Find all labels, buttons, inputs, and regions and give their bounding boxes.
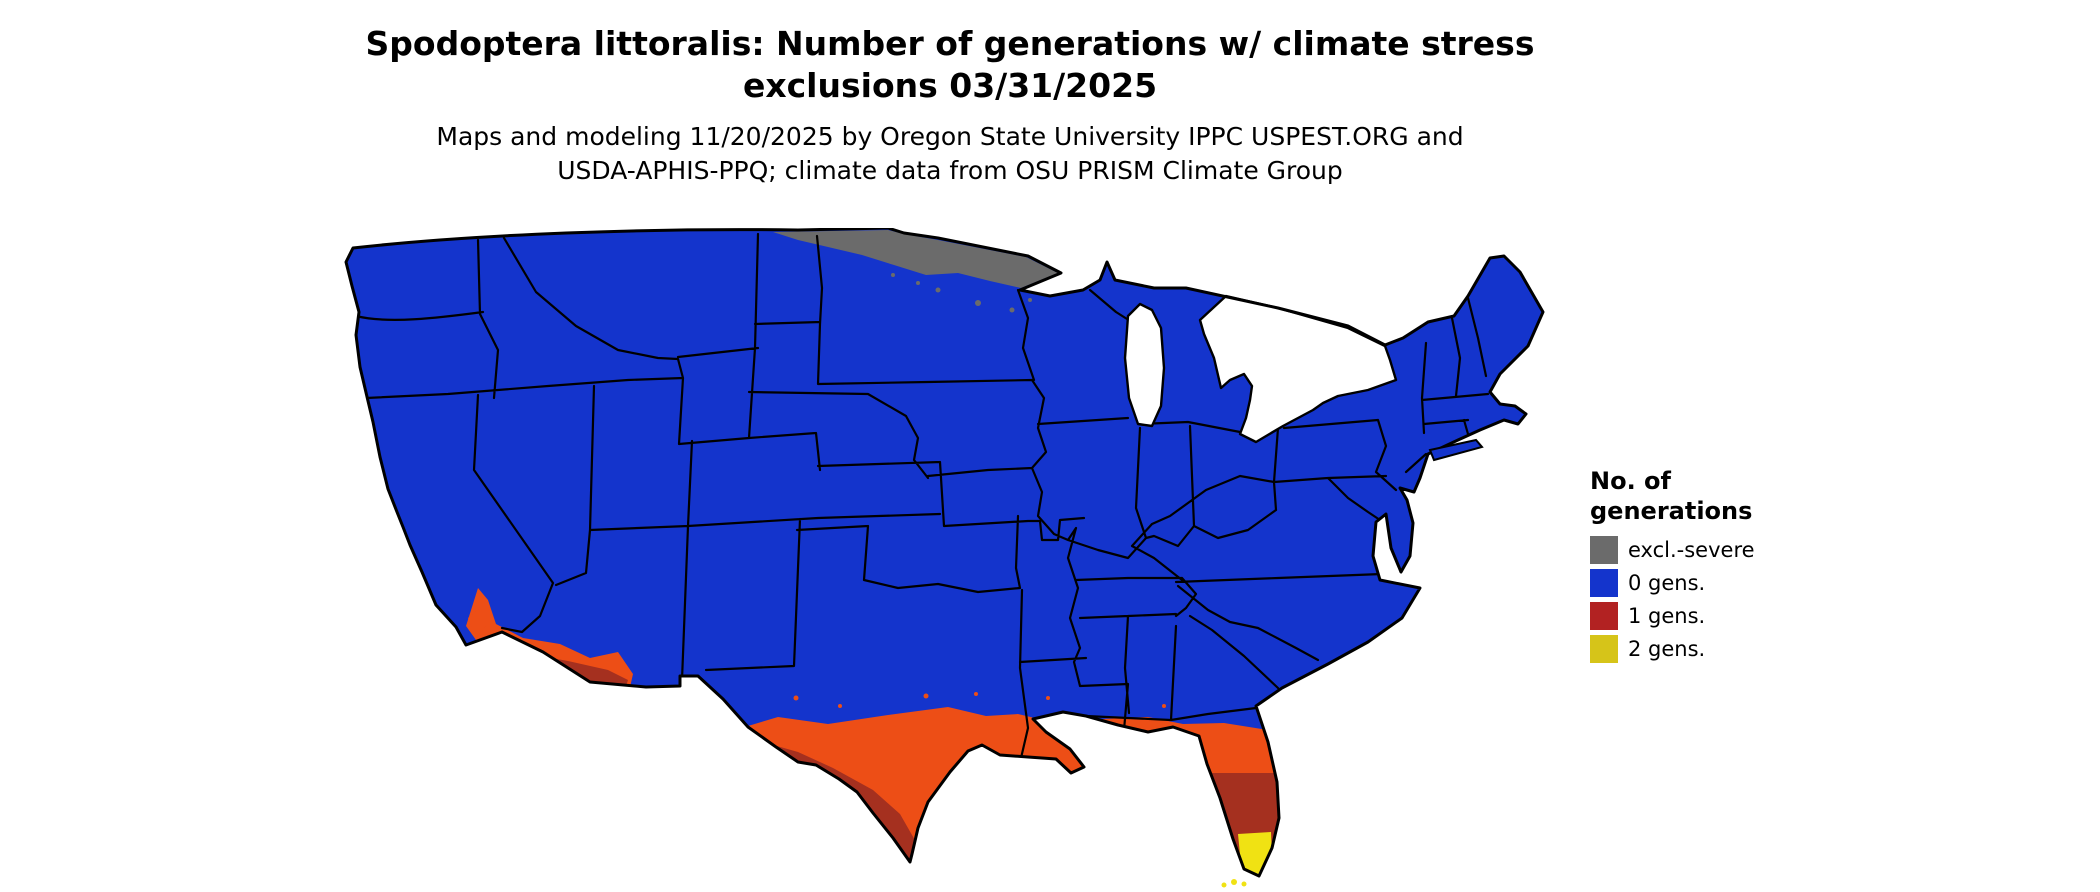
one-generation-core-florida — [1200, 773, 1279, 876]
legend-item-label: 0 gens. — [1628, 571, 1706, 595]
one-generation-region-imperial — [468, 608, 486, 638]
legend-items: excl.-severe 0 gens. 1 gens. — [1590, 536, 1850, 663]
legend-item: 1 gens. — [1590, 602, 1850, 630]
long-island — [1428, 438, 1484, 462]
legend-title-line1: No. of — [1590, 467, 1671, 495]
severe-exclusion-speckles — [891, 273, 1032, 313]
map-container — [328, 226, 1560, 888]
legend-swatch — [1590, 569, 1618, 597]
legend-swatch — [1590, 635, 1618, 663]
page-subtitle-credits: USDA-APHIS-PPQ; climate data from OSU PR… — [557, 156, 1343, 185]
state-borders — [354, 232, 1490, 773]
us-outline — [344, 226, 1545, 878]
lake-michigan — [1123, 302, 1166, 428]
legend-item-label: 2 gens. — [1628, 637, 1706, 661]
page-title: Spodoptera littoralis: Number of generat… — [365, 24, 1535, 63]
legend-item: excl.-severe — [1590, 536, 1850, 564]
legend-swatch — [1590, 602, 1618, 630]
map-legend: No. of generations excl.-severe 0 gens. — [1590, 466, 1850, 668]
legend-item: 2 gens. — [1590, 635, 1850, 663]
us-map — [344, 226, 1545, 888]
page-title-date: exclusions 03/31/2025 — [742, 66, 1158, 105]
legend-item-label: 1 gens. — [1628, 604, 1706, 628]
legend-item: 0 gens. — [1590, 569, 1850, 597]
one-generation-speckles — [793, 692, 1166, 708]
legend-title-line2: generations — [1590, 497, 1753, 525]
florida-keys — [1221, 879, 1247, 888]
page-subtitle: Maps and modeling 11/20/2025 by Oregon S… — [436, 122, 1464, 151]
legend-item-label: excl.-severe — [1628, 538, 1755, 562]
legend-swatch — [1590, 536, 1618, 564]
severe-exclusion-region — [773, 230, 1058, 288]
land-region — [346, 228, 1543, 876]
